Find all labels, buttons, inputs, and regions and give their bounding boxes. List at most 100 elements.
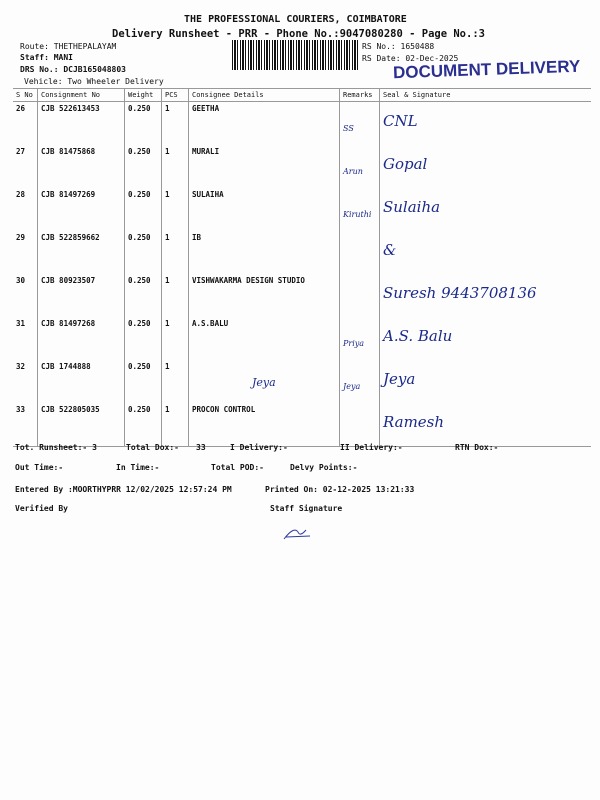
rs-no: RS No.: 1650488 bbox=[362, 42, 435, 51]
signature-cell: CNL bbox=[379, 101, 591, 145]
consignee: SULAIHA bbox=[192, 190, 224, 199]
consignment-no-cell: CJB 81475868 bbox=[37, 145, 125, 188]
signature-cell: A.S. Balu bbox=[379, 317, 591, 360]
consignment-no: CJB 81475868 bbox=[41, 147, 96, 156]
staff: Staff: MANI bbox=[20, 53, 73, 62]
remarks: Arun bbox=[343, 167, 363, 176]
consignee-cell: Jeya bbox=[188, 360, 340, 403]
consignment-no-cell: CJB 522805035 bbox=[37, 403, 125, 447]
i-delivery: I Delivery:- bbox=[230, 443, 288, 452]
total-dox: Total Dox:- bbox=[126, 443, 179, 452]
col-sno: S No bbox=[13, 88, 38, 102]
consignee-cell: SULAIHA bbox=[188, 188, 340, 231]
weight: 0.250 bbox=[128, 362, 151, 371]
consignee-cell: A.S.BALU bbox=[188, 317, 340, 360]
weight-cell: 0.250 bbox=[124, 145, 162, 188]
signature-cell: Gopal bbox=[379, 145, 591, 188]
consignee: Jeya bbox=[252, 376, 276, 389]
drs-no: DRS No.: DCJB165048803 bbox=[20, 65, 126, 74]
remarks-cell bbox=[339, 274, 380, 317]
pcs-cell: 1 bbox=[161, 145, 189, 188]
consignment-no: CJB 522805035 bbox=[41, 405, 100, 414]
s-no-cell: 30 bbox=[13, 274, 38, 317]
staff-signature-mark bbox=[283, 529, 311, 540]
remarks-cell bbox=[339, 231, 380, 274]
in-time: In Time:- bbox=[116, 463, 160, 472]
signature: Jeya bbox=[383, 370, 416, 388]
table-row: 27 CJB 81475868 0.250 1 MURALI Arun Gopal bbox=[13, 145, 591, 188]
s-no-cell: 26 bbox=[13, 102, 38, 146]
s-no: 29 bbox=[16, 233, 26, 242]
table-row: 33 CJB 522805035 0.250 1 PROCON CONTROL Rames… bbox=[13, 403, 591, 447]
pcs: 1 bbox=[165, 362, 170, 371]
ii-delivery: II Delivery:- bbox=[340, 443, 403, 452]
remarks-cell: Kiruthi bbox=[339, 188, 380, 231]
weight-cell: 0.250 bbox=[124, 188, 162, 231]
pcs-cell: 1 bbox=[161, 317, 189, 360]
s-no-cell: 32 bbox=[13, 360, 38, 403]
table-header: S No Consignment No Weight PCS Consignee… bbox=[13, 88, 591, 102]
consignment-no: CJB 522613453 bbox=[41, 104, 100, 113]
total-pod: Total POD:- bbox=[211, 463, 264, 472]
consignment-no-cell: CJB 80923507 bbox=[37, 274, 125, 317]
weight-cell: 0.250 bbox=[124, 101, 162, 145]
remarks: SS bbox=[343, 124, 354, 133]
pcs-cell: 1 bbox=[161, 231, 189, 274]
s-no: 32 bbox=[16, 362, 26, 371]
weight: 0.250 bbox=[128, 405, 151, 414]
runsheet-subtitle: Delivery Runsheet - PRR - Phone No.:9047… bbox=[112, 28, 485, 40]
table-row: 26 CJB 522613453 0.250 1 GEETHA SS CNL bbox=[13, 101, 591, 146]
consignee: IB bbox=[192, 233, 202, 242]
remarks: Kiruthi bbox=[343, 210, 372, 219]
consignment-no: CJB 80923507 bbox=[41, 276, 96, 285]
tot-runsheet: Tot. Runsheet:- 3 bbox=[15, 443, 97, 452]
consignment-no: CJB 81497268 bbox=[41, 319, 96, 328]
weight: 0.250 bbox=[128, 147, 151, 156]
consignment-no-cell: CJB 522613453 bbox=[37, 101, 125, 145]
consignment-no: CJB 81497269 bbox=[41, 190, 96, 199]
pcs-cell: 1 bbox=[161, 188, 189, 231]
s-no-cell: 33 bbox=[13, 403, 38, 447]
pcs-cell: 1 bbox=[161, 403, 189, 447]
out-time: Out Time:- bbox=[15, 463, 64, 472]
rs-date: RS Date: 02-Dec-2025 bbox=[362, 54, 459, 63]
signature-cell: Sulaiha bbox=[379, 188, 591, 231]
signature: & bbox=[383, 241, 397, 259]
col-pcs: PCS bbox=[161, 88, 189, 102]
consignment-no-cell: CJB 81497269 bbox=[37, 188, 125, 231]
pcs: 1 bbox=[165, 104, 170, 113]
weight-cell: 0.250 bbox=[124, 274, 162, 317]
pcs: 1 bbox=[165, 190, 170, 199]
company-title: THE PROFESSIONAL COURIERS, COIMBATORE bbox=[184, 14, 407, 25]
consignee-cell: MURALI bbox=[188, 145, 340, 188]
signature: A.S. Balu bbox=[383, 327, 453, 345]
s-no: 30 bbox=[16, 276, 26, 285]
table-row: 31 CJB 81497268 0.250 1 A.S.BALU Priya A.S. Ba… bbox=[13, 317, 591, 360]
col-seal-signature: Seal & Signature bbox=[379, 88, 591, 102]
delvy-points: Delvy Points:- bbox=[290, 463, 358, 472]
weight: 0.250 bbox=[128, 104, 151, 113]
s-no-cell: 29 bbox=[13, 231, 38, 274]
signature-cell: & bbox=[379, 231, 591, 274]
pcs: 1 bbox=[165, 147, 170, 156]
weight: 0.250 bbox=[128, 319, 151, 328]
s-no: 33 bbox=[16, 405, 26, 414]
col-consignee: Consignee Details bbox=[188, 88, 340, 102]
col-weight: Weight bbox=[124, 88, 162, 102]
s-no: 26 bbox=[16, 104, 26, 113]
s-no-cell: 27 bbox=[13, 145, 38, 188]
consignee-cell: GEETHA bbox=[188, 101, 340, 145]
consignment-no-cell: CJB 1744888 bbox=[37, 360, 125, 403]
remarks-cell: Arun bbox=[339, 145, 380, 188]
pcs: 1 bbox=[165, 233, 170, 242]
verified-by: Verified By bbox=[15, 504, 68, 513]
weight: 0.250 bbox=[128, 276, 151, 285]
weight-cell: 0.250 bbox=[124, 403, 162, 447]
route: Route: THETHEPALAYAM bbox=[20, 42, 117, 51]
col-consignment: Consignment No bbox=[37, 88, 125, 102]
pcs-cell: 1 bbox=[161, 360, 189, 403]
consignment-no-cell: CJB 81497268 bbox=[37, 317, 125, 360]
table-row: 30 CJB 80923507 0.250 1 VISHWAKARMA DESIGN S… bbox=[13, 274, 591, 317]
remarks-cell: Priya bbox=[339, 317, 380, 360]
